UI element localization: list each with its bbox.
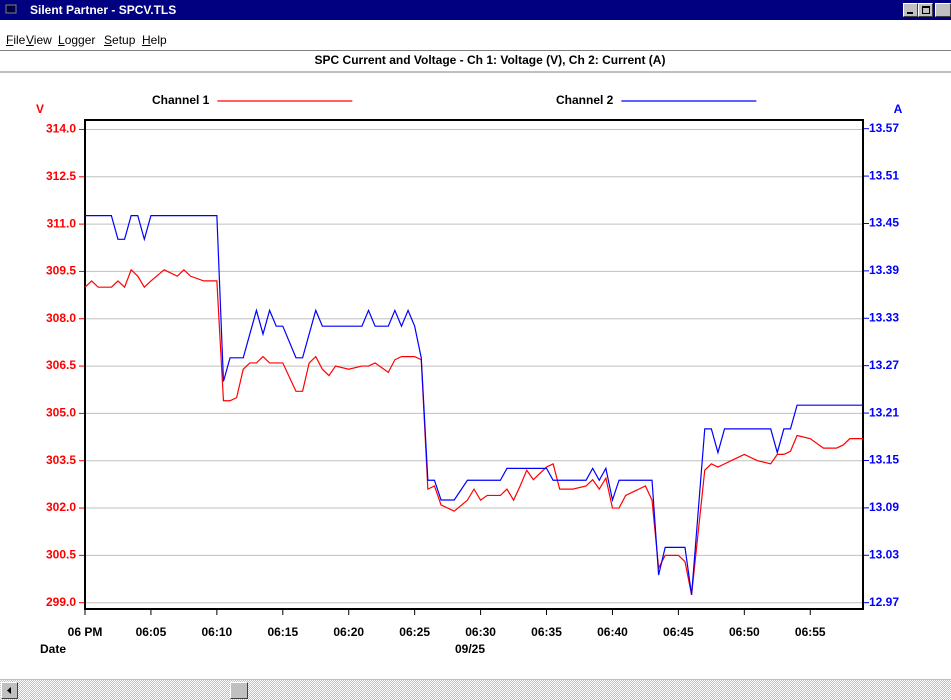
x-tick-label: 06 PM — [68, 625, 103, 639]
x-tick-label: 06:20 — [333, 625, 364, 639]
menu-item[interactable]: File — [6, 33, 26, 47]
y-axis-label: V — [36, 102, 44, 116]
data-line — [84, 268, 863, 595]
y-tick-label: 309.5 — [46, 264, 76, 278]
x-tick-label: 06:45 — [663, 625, 694, 639]
y2-tick-label: 13.51 — [869, 168, 899, 182]
minimize-button[interactable] — [903, 3, 918, 17]
y2-tick-label: 13.03 — [869, 547, 899, 561]
title-bar: Silent Partner - SPCV.TLS — [0, 0, 951, 20]
y2-tick-label: 13.27 — [869, 358, 899, 372]
y2-tick-label: 13.21 — [869, 405, 899, 419]
y2-tick-label: 13.45 — [869, 216, 899, 230]
x-tick-label: 06:05 — [136, 625, 167, 639]
date-label: 09/25 — [455, 642, 485, 656]
maximize-button[interactable] — [918, 3, 933, 17]
y-tick-label: 300.5 — [46, 548, 76, 562]
window-title: Silent Partner - SPCV.TLS — [30, 3, 177, 17]
menu-item[interactable]: Help — [142, 33, 167, 47]
x-tick-label: 06:25 — [399, 625, 430, 639]
y-tick-label: 302.0 — [46, 500, 76, 514]
y2-tick-label: 13.15 — [869, 453, 899, 467]
x-tick-label: 06:10 — [202, 625, 233, 639]
menu-bar: File View Logger Setup Help — [0, 20, 951, 51]
x-tick-label: 06:15 — [267, 625, 298, 639]
x-tick-label: 06:50 — [729, 625, 760, 639]
scroll-left-button[interactable] — [1, 682, 18, 699]
y2-tick-label: 13.57 — [869, 121, 899, 135]
legend-label: Channel 2 — [556, 93, 614, 107]
menu-item[interactable]: Setup — [104, 33, 136, 47]
y-tick-label: 305.0 — [46, 406, 76, 420]
y-tick-label: 311.0 — [47, 216, 77, 230]
y2-tick-label: 13.33 — [869, 310, 899, 324]
chart-title: SPC Current and Voltage - Ch 1: Voltage … — [315, 53, 666, 67]
y2-tick-label: 13.39 — [869, 263, 899, 277]
y-tick-label: 312.5 — [46, 169, 76, 183]
close-button[interactable] — [935, 3, 951, 17]
y2-tick-label: 13.09 — [869, 500, 899, 514]
x-axis-label: Date — [40, 642, 66, 656]
y-tick-label: 314.0 — [46, 122, 76, 136]
x-tick-label: 06:40 — [597, 625, 628, 639]
data-line — [85, 214, 863, 595]
y-tick-label: 308.0 — [46, 311, 76, 325]
horizontal-scrollbar[interactable] — [0, 679, 951, 700]
x-tick-label: 06:55 — [795, 625, 826, 639]
app-icon — [5, 4, 17, 14]
y-tick-label: 299.0 — [46, 595, 76, 609]
menu-item[interactable]: Logger — [58, 33, 96, 47]
y-tick-label: 303.5 — [46, 453, 76, 467]
scroll-thumb[interactable] — [230, 682, 248, 699]
y-tick-label: 306.5 — [46, 358, 76, 372]
legend-label: Channel 1 — [152, 93, 210, 107]
plot-frame — [84, 119, 864, 610]
menu-item[interactable]: View — [26, 33, 52, 47]
y2-tick-label: 12.97 — [869, 595, 899, 609]
y2-axis-label: A — [894, 102, 903, 116]
x-tick-label: 06:35 — [531, 625, 562, 639]
x-tick-label: 06:30 — [465, 625, 496, 639]
